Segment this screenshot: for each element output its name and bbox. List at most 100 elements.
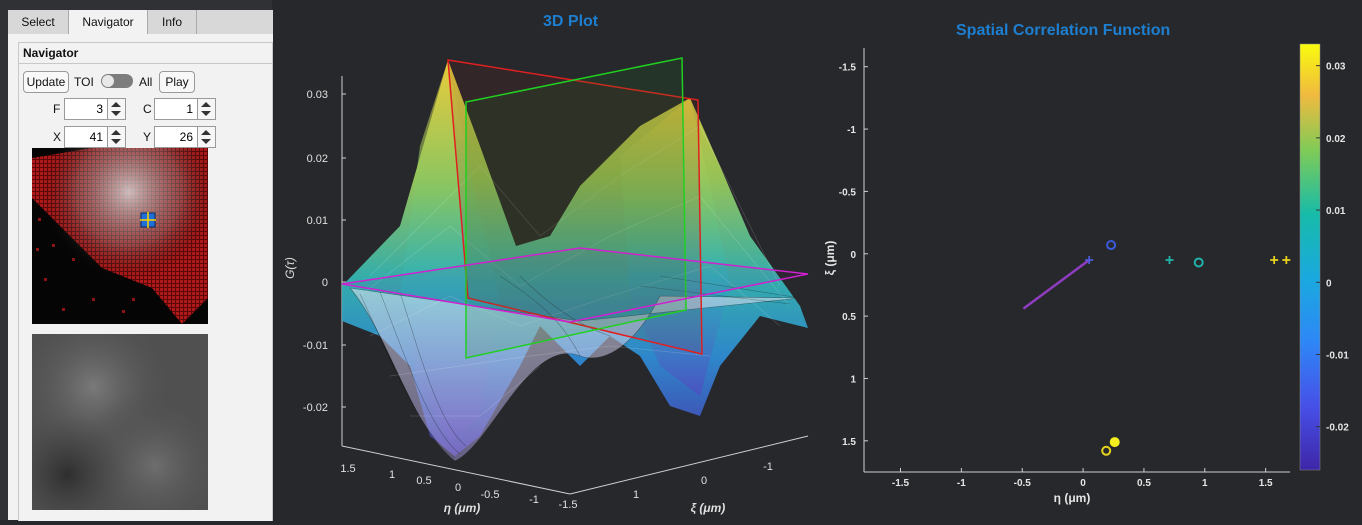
circle-marker [1101, 445, 1112, 456]
x-spinner[interactable]: 41 [64, 126, 126, 148]
corr-axes [863, 48, 1290, 473]
plot3d-z-label: G(τ) [283, 257, 297, 279]
corr-y-ticks: -1.5 -1 -0.5 0 0.5 1 1.5 [839, 63, 868, 448]
eta-tick: -1.5 [559, 499, 578, 511]
plot3d-area[interactable]: 0.03 0.02 0.01 0 -0.01 -0.02 G(τ) 1.5 1 … [280, 36, 820, 520]
x-tick-label: -1 [957, 478, 966, 489]
toi-all-toggle[interactable] [101, 74, 133, 88]
x-tick-label: 1.5 [1259, 478, 1273, 489]
plot3d-axes [341, 76, 809, 495]
xi-tick: 0 [701, 475, 707, 487]
play-button[interactable]: Play [159, 71, 195, 93]
toi-label: TOI [74, 75, 94, 89]
c-spinner[interactable]: 1 [154, 98, 216, 120]
plot3d-surface [342, 60, 808, 462]
spinner-up-icon[interactable] [201, 102, 211, 107]
colorbar-ticks: 0.03 0.02 0.01 0 -0.01 -0.02 [1316, 62, 1349, 434]
x-tick-label: 0.5 [1137, 478, 1151, 489]
navigator-image-overview[interactable] [32, 148, 208, 324]
filled-circle-marker [1109, 437, 1120, 448]
plus-marker [1282, 256, 1291, 264]
plus-marker [1085, 256, 1094, 264]
corr-title: Spatial Correlation Function [956, 22, 1171, 39]
eta-tick: -0.5 [481, 489, 500, 501]
tab-select[interactable]: Select [8, 10, 69, 34]
x-tick-label: -0.5 [1014, 478, 1032, 489]
colorbar-tick-label: 0.02 [1326, 134, 1346, 145]
navigator-title: Navigator [23, 46, 79, 60]
plot3d-xi-label: ξ (μm) [691, 501, 726, 515]
y-tick-label: 1.5 [842, 437, 856, 448]
overview-image-svg[interactable] [32, 148, 208, 324]
colorbar-tick-label: 0.01 [1326, 206, 1346, 217]
eta-tick: 1.5 [340, 463, 355, 475]
spinner-down-icon[interactable] [201, 139, 211, 144]
colorbar [1299, 43, 1321, 471]
f-spinner-arrows[interactable] [107, 99, 125, 119]
y-label: Y [143, 130, 152, 144]
c-value: 1 [186, 102, 193, 116]
colorbar-tick-label: -0.01 [1326, 350, 1349, 361]
spinner-down-icon[interactable] [111, 139, 121, 144]
y-tick-label: -1.5 [839, 63, 857, 74]
spinner-up-icon[interactable] [111, 102, 121, 107]
y-spinner[interactable]: 26 [154, 126, 216, 148]
colorbar-tick-label: 0 [1326, 278, 1332, 289]
c-label: C [143, 102, 152, 116]
spinner-up-icon[interactable] [111, 130, 121, 135]
x-spinner-arrows[interactable] [107, 127, 125, 147]
x-tick-label: 0 [1080, 478, 1086, 489]
plot3d-eta-label: η (μm) [444, 501, 481, 515]
corr-svg[interactable]: -1.5 -1 -0.5 0 0.5 1 1.5 -1.5 -1 -0.5 0 0.5 1 1.5 η … [820, 40, 1362, 520]
f-spinner[interactable]: 3 [64, 98, 126, 120]
spinner-down-icon[interactable] [111, 111, 121, 116]
x-tick-label: 1 [1202, 478, 1208, 489]
z-tick: 0.02 [307, 153, 328, 165]
x-tick-label: -1.5 [892, 478, 910, 489]
z-tick: -0.01 [303, 340, 328, 352]
corr-data-marks [1022, 240, 1291, 456]
z-tick: -0.02 [303, 402, 328, 414]
circle-marker [1193, 257, 1204, 268]
plot3d-z-ticks: 0.03 0.02 0.01 0 -0.01 -0.02 [303, 89, 328, 414]
all-label: All [139, 75, 153, 89]
corr-x-label: η (μm) [1054, 491, 1091, 505]
z-tick: 0.01 [307, 215, 328, 227]
circle-marker [1106, 240, 1117, 251]
colorbar-tick-label: 0.03 [1326, 62, 1346, 73]
eta-tick: 0 [455, 482, 461, 494]
tab-info[interactable]: Info [148, 10, 197, 34]
navigator-image-detail[interactable] [32, 334, 208, 510]
y-spinner-arrows[interactable] [197, 127, 215, 147]
detail-image-svg[interactable] [32, 334, 208, 510]
left-panel: Select Navigator Info Navigator Update T… [0, 0, 273, 521]
eta-tick: 1 [389, 469, 395, 481]
update-button[interactable]: Update [23, 71, 69, 93]
z-tick: 0.03 [307, 89, 328, 101]
plot3d-eta-ticks: 1.5 1 0.5 0 -0.5 -1 -1.5 [340, 463, 577, 511]
xi-tick: 1 [633, 489, 639, 501]
corr-chart[interactable]: -1.5 -1 -0.5 0 0.5 1 1.5 -1.5 -1 -0.5 0 0.5 1 1.5 η … [820, 40, 1362, 520]
plot3d-svg[interactable]: 0.03 0.02 0.01 0 -0.01 -0.02 G(τ) 1.5 1 … [280, 36, 820, 520]
plot3d-title: 3D Plot [543, 13, 599, 30]
tab-bar: Select Navigator Info [8, 10, 273, 35]
x-label: X [53, 130, 62, 144]
toggle-knob [102, 75, 114, 87]
plus-marker [1270, 256, 1279, 264]
y-tick-label: 1 [850, 374, 856, 385]
x-value: 41 [89, 130, 103, 144]
y-tick-label: -1 [847, 125, 856, 136]
xi-tick: -1 [763, 461, 773, 473]
plot3d-z-tickmarks [342, 93, 346, 408]
tab-navigator[interactable]: Navigator [69, 10, 148, 34]
spinner-up-icon[interactable] [201, 130, 211, 135]
y-tick-label: 0 [850, 250, 856, 261]
z-tick: 0 [322, 277, 328, 289]
spinner-down-icon[interactable] [201, 111, 211, 116]
y-tick-label: -0.5 [839, 187, 857, 198]
divider [19, 63, 272, 64]
plus-marker [1165, 256, 1174, 264]
c-spinner-arrows[interactable] [197, 99, 215, 119]
y-value: 26 [179, 130, 193, 144]
eta-tick: -1 [529, 494, 539, 506]
